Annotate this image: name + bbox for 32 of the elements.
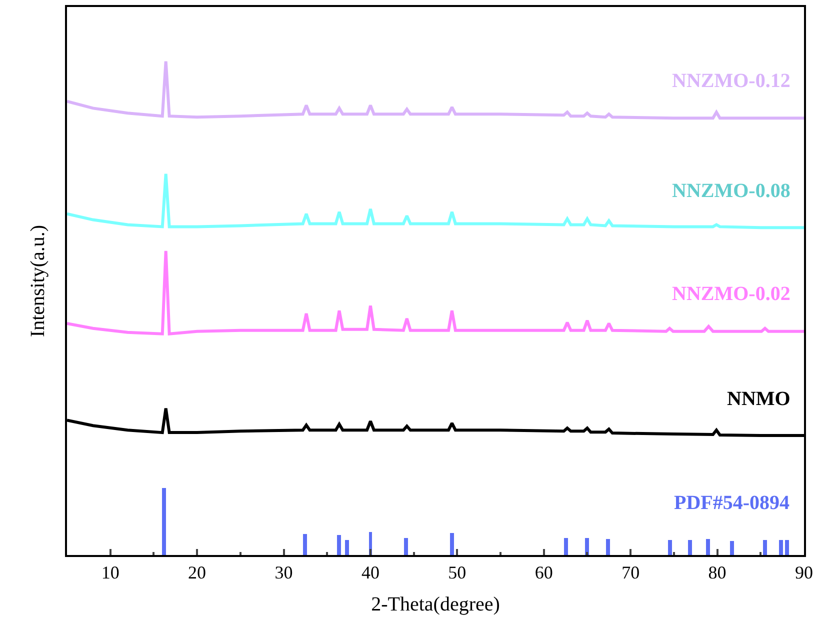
- x-tick-label: 60: [534, 562, 553, 583]
- bar: [404, 538, 408, 555]
- x-tick-label: 30: [274, 562, 293, 583]
- x-tick-label: 20: [188, 562, 206, 583]
- bar: [303, 534, 307, 555]
- x-tick-label: 50: [448, 562, 466, 583]
- bar: [785, 540, 789, 555]
- x-tick-label: 70: [622, 562, 640, 583]
- x-axis-title: 2-Theta(degree): [371, 594, 500, 616]
- bar: [730, 541, 734, 555]
- y-axis-title: Intensity(a.u.): [27, 224, 49, 338]
- bar: [706, 539, 710, 555]
- series-label: NNZMO-0.08: [672, 180, 790, 202]
- bar: [450, 533, 454, 555]
- bar: [585, 538, 589, 555]
- series-label: PDF#54-0894: [674, 492, 790, 514]
- bar: [345, 540, 349, 555]
- series-label: NNZMO-0.12: [672, 70, 790, 92]
- series-label: NNMO: [727, 388, 790, 410]
- x-tick-label: 80: [708, 562, 726, 583]
- x-tick-label: 10: [101, 562, 120, 583]
- bar: [668, 540, 672, 555]
- bar: [564, 538, 568, 555]
- bar: [763, 540, 767, 555]
- bar: [162, 488, 166, 555]
- bar: [337, 535, 341, 555]
- x-tick-label: 90: [795, 562, 813, 583]
- series-label: NNZMO-0.02: [672, 283, 790, 305]
- bar: [688, 540, 692, 555]
- x-tick-label: 40: [361, 562, 380, 583]
- bar: [606, 539, 610, 555]
- bar: [779, 540, 783, 555]
